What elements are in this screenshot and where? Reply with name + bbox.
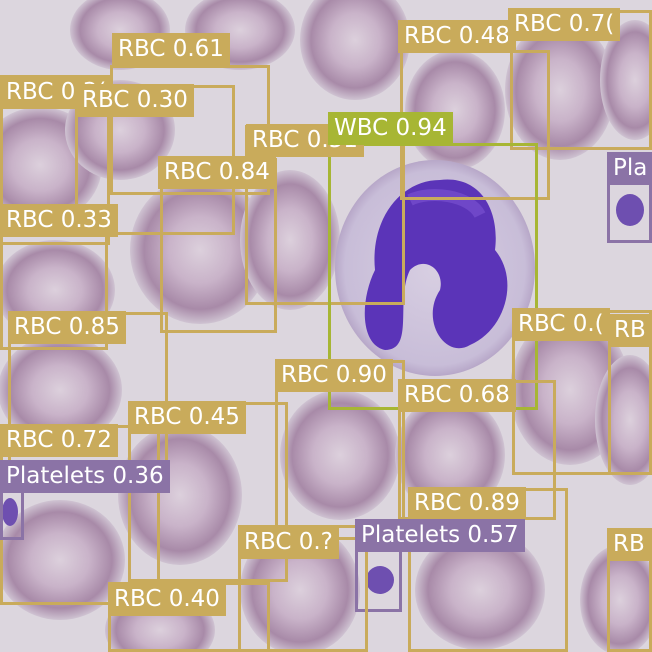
- detection-label: RBC 0.61: [112, 33, 230, 66]
- detection-label: RBC 0.85: [8, 311, 126, 344]
- detection-label: WBC 0.94: [328, 112, 453, 145]
- detection-label: RBC 0.72: [0, 424, 118, 457]
- detection-label: RBC 0.(: [512, 308, 610, 341]
- detection-label: RBC 0.7(: [508, 8, 621, 41]
- detection-label: RBC 0.?: [238, 526, 339, 559]
- detection-label: Platelets 0.36: [0, 460, 170, 493]
- detection-label: RBC 0.30: [76, 84, 194, 117]
- detection-label: RBC 0.90: [275, 359, 393, 392]
- detection-label: RBC 0.89: [408, 487, 526, 520]
- detection-label: RBC 0.40: [108, 583, 226, 616]
- detection-label: RB: [607, 528, 651, 561]
- detection-label: RBC 0.84: [158, 156, 276, 189]
- detection-label: RB: [608, 314, 652, 347]
- detection-label: Pla: [607, 152, 652, 185]
- detection-label: RBC 0.68: [398, 379, 516, 412]
- detection-label: RBC 0.33: [0, 204, 118, 237]
- detection-label: RBC 0.45: [128, 401, 246, 434]
- detection-label: RBC 0.48: [398, 20, 516, 53]
- detection-label: Platelets 0.57: [355, 519, 525, 552]
